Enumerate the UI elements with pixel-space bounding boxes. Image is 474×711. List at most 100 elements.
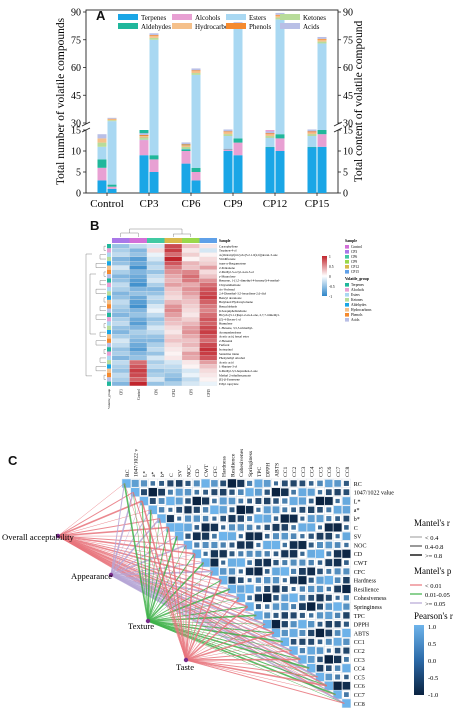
pearson-square bbox=[272, 585, 280, 593]
heatmap-cell bbox=[111, 355, 130, 361]
pearson-square bbox=[237, 479, 245, 487]
pearson-square bbox=[236, 593, 245, 602]
legend-swatch bbox=[172, 14, 192, 20]
bar-segment-acids bbox=[97, 134, 107, 139]
heatmap-cell bbox=[199, 325, 218, 331]
dendrogram-branch bbox=[99, 254, 106, 260]
bar-segment-acids bbox=[107, 117, 117, 119]
row-label: Benzaldehyde bbox=[219, 305, 238, 309]
pearson-square bbox=[343, 595, 350, 601]
heatmap-cell bbox=[146, 282, 165, 288]
bar-segment-aldehydes bbox=[317, 130, 327, 135]
heatmap-cell bbox=[181, 368, 200, 374]
pearson-square bbox=[316, 515, 324, 523]
pearson-square bbox=[254, 559, 262, 567]
pearson-square bbox=[184, 506, 192, 514]
pearson-square bbox=[201, 523, 210, 532]
variable-label-top: CC2 bbox=[292, 467, 298, 477]
heatmap-cell bbox=[164, 286, 183, 292]
pearson-square bbox=[289, 514, 298, 523]
pearson-square bbox=[289, 593, 298, 602]
variable-label-right: C bbox=[354, 526, 358, 532]
bar-segment-esters bbox=[265, 137, 275, 148]
pearson-square bbox=[317, 639, 323, 645]
pearson-square bbox=[228, 524, 236, 531]
heatmap-cell bbox=[181, 334, 200, 339]
variable-label-right: CC3 bbox=[354, 658, 365, 664]
bar-segment-alcohols bbox=[317, 134, 327, 147]
pearson-square bbox=[335, 516, 340, 521]
pearson-title: Pearson's r bbox=[414, 611, 453, 621]
mantel-link bbox=[123, 483, 149, 622]
pearson-square bbox=[255, 604, 261, 610]
group-legend-label: Hydrocarbons bbox=[351, 308, 372, 312]
heatmap-cell bbox=[111, 299, 130, 305]
bar-segment-esters bbox=[181, 148, 191, 150]
y-tick-label: 90 bbox=[71, 8, 81, 19]
heatmap-cell bbox=[199, 334, 218, 339]
heatmap-cell bbox=[199, 368, 218, 374]
dendrogram-branch bbox=[103, 297, 106, 303]
pearson-tick-label: 0.5 bbox=[428, 641, 436, 648]
pearson-square bbox=[317, 542, 323, 548]
x-tick-label: CP6 bbox=[182, 198, 201, 210]
pearson-square bbox=[271, 488, 281, 497]
pearson-square bbox=[325, 479, 333, 488]
row-label: 2-Pentanone bbox=[219, 266, 236, 270]
pearson-square bbox=[184, 488, 192, 496]
pearson-square bbox=[157, 514, 166, 523]
bar-segment-terpenes bbox=[223, 151, 233, 193]
x-tick-label: Control bbox=[90, 198, 124, 210]
mantel-link bbox=[185, 641, 283, 661]
heatmap-cell bbox=[111, 261, 130, 266]
pearson-square bbox=[324, 497, 333, 505]
heatmap-cell bbox=[199, 282, 218, 288]
heatmap-cell bbox=[199, 351, 218, 356]
pearson-square bbox=[308, 506, 315, 513]
mantel-link bbox=[185, 658, 301, 661]
pearson-square bbox=[264, 551, 270, 557]
group-annotation bbox=[107, 261, 111, 266]
heatmap-cell bbox=[129, 269, 148, 275]
pearson-square bbox=[212, 533, 217, 539]
pearson-square bbox=[149, 498, 156, 504]
mantel-link bbox=[110, 527, 169, 576]
legend-label: Esters bbox=[249, 14, 266, 22]
heatmap-cell bbox=[181, 261, 200, 266]
heatmap-cell bbox=[146, 351, 165, 356]
heatmap-cell bbox=[129, 278, 148, 283]
heatmap-cell bbox=[164, 381, 183, 387]
pearson-square bbox=[308, 542, 314, 548]
row-label: 1-Heptyn-3-ol bbox=[219, 365, 237, 369]
dendrogram-branch bbox=[99, 280, 106, 286]
y2-axis-label: Total content of volatile compound bbox=[353, 21, 365, 183]
pearson-square bbox=[307, 488, 315, 496]
bar-segment-hydrocarbons bbox=[191, 71, 201, 74]
dendrogram-branch bbox=[103, 349, 106, 354]
column-label: CP12 bbox=[172, 389, 176, 397]
group-annotation bbox=[107, 321, 111, 326]
mantel-link bbox=[147, 620, 301, 660]
mantel-link bbox=[110, 483, 125, 576]
pearson-square bbox=[263, 506, 271, 514]
column-label: CP6 bbox=[154, 389, 158, 395]
heatmap-cell bbox=[181, 372, 200, 378]
heatmap-cell bbox=[111, 342, 130, 348]
group-annotation bbox=[107, 373, 111, 378]
pearson-square bbox=[264, 569, 270, 574]
heatmap-cell bbox=[199, 329, 218, 335]
heatmap-cell bbox=[129, 377, 148, 382]
legend-label: Aldehydes bbox=[141, 23, 171, 31]
row-label: Furfural bbox=[219, 343, 230, 347]
column-label: Control bbox=[137, 389, 141, 400]
row-label: (E)-β-Farnesene bbox=[219, 378, 240, 382]
pearson-square bbox=[210, 558, 219, 567]
heatmap-cell bbox=[164, 342, 183, 348]
variable-label-right: CC5 bbox=[354, 675, 365, 681]
heatmap-cell bbox=[111, 291, 130, 296]
variable-label-right: CC1 bbox=[354, 640, 365, 646]
pearson-square bbox=[326, 586, 331, 592]
pearson-square bbox=[271, 628, 281, 638]
heatmap-cell bbox=[199, 321, 218, 326]
pearson-square bbox=[333, 681, 342, 690]
